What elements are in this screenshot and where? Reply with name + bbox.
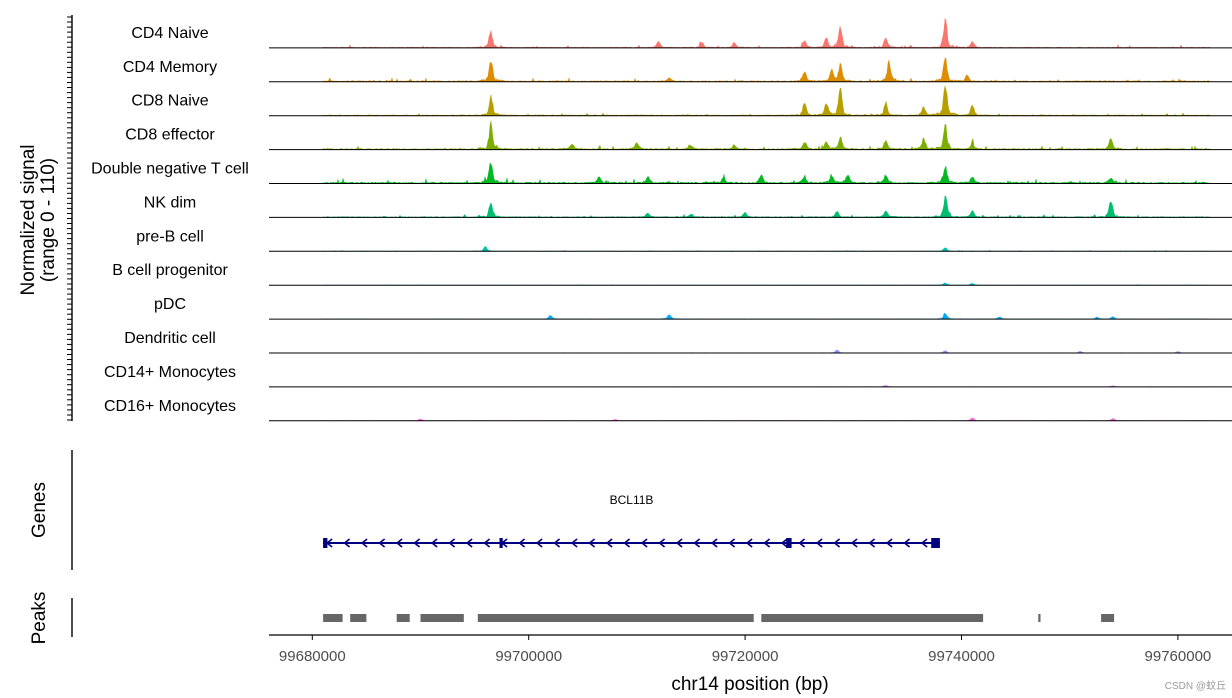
strand-arrow [395, 538, 403, 548]
exon [931, 538, 940, 548]
strand-arrow [570, 538, 578, 548]
exon [786, 538, 792, 548]
track-label: NK dim [144, 194, 196, 211]
x-tick-label: 99740000 [928, 648, 995, 665]
strand-arrow [745, 538, 753, 548]
track-label: CD4 Memory [123, 59, 217, 76]
strand-arrow [518, 538, 526, 548]
strand-arrow [850, 538, 858, 548]
strand-arrow [640, 538, 648, 548]
peak-region [323, 614, 343, 622]
y-axis-title: Normalized signal(range 0 - 110) [18, 144, 59, 295]
track-label: B cell progenitor [112, 262, 228, 279]
peak-region [396, 614, 410, 622]
track-label: CD14+ Monocytes [104, 364, 236, 381]
track-label: Double negative T cell [91, 161, 249, 178]
gene-label: BCL11B [610, 493, 654, 507]
strand-arrow [553, 538, 561, 548]
x-axis-title: chr14 position (bp) [671, 674, 828, 695]
strand-arrow [483, 538, 491, 548]
track-label: CD4 Naive [131, 25, 208, 42]
y-axis-title-line1: Normalized signal [18, 144, 39, 295]
track-dendritic-cell: Dendritic cell [124, 330, 1232, 354]
strand-arrow [623, 538, 631, 548]
watermark: CSDN @蚊丘 [1164, 681, 1226, 692]
track-pre-b-cell: pre-B cell [136, 228, 1232, 252]
track-b-cell-progenitor: B cell progenitor [112, 262, 1232, 286]
strand-arrow [430, 538, 438, 548]
strand-arrow [798, 538, 806, 548]
peak-region [761, 614, 984, 622]
track-signal [322, 57, 1211, 82]
strand-arrow [448, 538, 456, 548]
track-cd4-memory: CD4 Memory [123, 57, 1232, 83]
track-label: Dendritic cell [124, 330, 216, 347]
peak-region [420, 614, 464, 622]
exon [323, 538, 328, 548]
track-signal [322, 246, 1211, 252]
track-signal [322, 17, 1211, 49]
track-cd16-monocytes: CD16+ Monocytes [104, 398, 1232, 422]
strand-arrow [780, 538, 788, 548]
coverage-y-axis: Normalized signal(range 0 - 110) [18, 15, 73, 421]
strand-arrow [378, 538, 386, 548]
strand-arrow [833, 538, 841, 548]
exon [499, 538, 503, 548]
strand-arrow [868, 538, 876, 548]
track-nk-dim: NK dim [144, 194, 1232, 218]
strand-arrow [343, 538, 351, 548]
gene-bcl11b: BCL11B [323, 493, 940, 548]
track-label: pDC [154, 296, 186, 313]
peaks-title: Peaks [29, 592, 50, 645]
x-axis: 99680000 99700000 99720000 99740000 99760000… [269, 634, 1232, 695]
strand-arrow [605, 538, 613, 548]
strand-arrow [903, 538, 911, 548]
peak-region [1101, 614, 1115, 622]
track-label: pre-B cell [136, 228, 204, 245]
peak-region [350, 614, 367, 622]
x-tick-label: 99720000 [712, 648, 779, 665]
y-axis-title-line2: (range 0 - 110) [38, 158, 59, 282]
track-label: CD8 Naive [131, 93, 208, 110]
track-signal [322, 195, 1211, 218]
peak-region [477, 614, 754, 622]
strand-arrow [535, 538, 543, 548]
strand-arrow [885, 538, 893, 548]
track-cd8-effector: CD8 effector [125, 120, 1232, 151]
track-signal [322, 120, 1211, 150]
x-tick-label: 99700000 [495, 648, 562, 665]
track-signal [322, 162, 1211, 184]
strand-arrow [920, 538, 928, 548]
peaks-panel: Peaks [29, 592, 1115, 645]
strand-arrow [588, 538, 596, 548]
track-label: CD8 effector [125, 127, 215, 144]
strand-arrow [728, 538, 736, 548]
track-label: CD16+ Monocytes [104, 398, 236, 415]
strand-arrow [658, 538, 666, 548]
track-signal [322, 85, 1211, 116]
strand-arrow [693, 538, 701, 548]
genes-panel: Genes BCL11B [29, 450, 940, 570]
genes-title: Genes [29, 482, 50, 538]
track-pdc: pDC [154, 296, 1232, 320]
coverage-tracks: CD4 Naive CD4 Memory CD8 Naive CD8 effector… [91, 17, 1232, 422]
track-cd4-naive: CD4 Naive [131, 17, 1232, 49]
strand-arrow [815, 538, 823, 548]
track-signal [322, 313, 1211, 320]
track-cd14-monocytes: CD14+ Monocytes [104, 364, 1232, 388]
track-double-negative-t-cell: Double negative T cell [91, 161, 1232, 184]
x-tick-label: 99680000 [279, 648, 346, 665]
strand-arrow [413, 538, 421, 548]
strand-arrow [675, 538, 683, 548]
strand-arrow [465, 538, 473, 548]
strand-arrow [710, 538, 718, 548]
track-cd8-naive: CD8 Naive [131, 85, 1232, 117]
strand-arrow [360, 538, 368, 548]
x-tick-label: 99760000 [1145, 648, 1212, 665]
strand-arrow [763, 538, 771, 548]
peak-region [1038, 614, 1041, 622]
